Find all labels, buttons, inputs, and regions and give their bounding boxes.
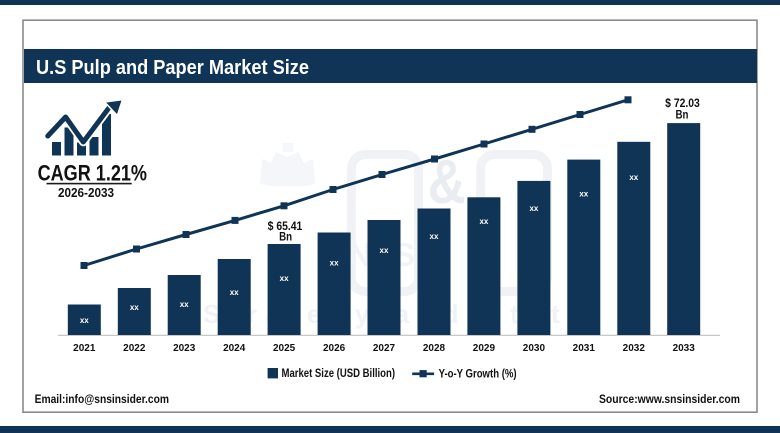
svg-text:xx: xx bbox=[380, 246, 389, 255]
svg-text:$ 72.03: $ 72.03 bbox=[665, 96, 700, 110]
svg-text:2029: 2029 bbox=[473, 343, 496, 354]
svg-text:2025: 2025 bbox=[273, 343, 296, 354]
svg-text:Market Size (USD Billion): Market Size (USD Billion) bbox=[282, 368, 396, 380]
svg-text:2023: 2023 bbox=[173, 343, 196, 354]
svg-text:xx: xx bbox=[629, 173, 638, 182]
svg-text:N: N bbox=[348, 236, 372, 273]
svg-text:2030: 2030 bbox=[523, 343, 546, 354]
svg-text:2024: 2024 bbox=[223, 343, 246, 354]
svg-text:xx: xx bbox=[80, 316, 89, 325]
svg-text:2022: 2022 bbox=[123, 343, 146, 354]
svg-text:Bn: Bn bbox=[279, 230, 292, 244]
svg-text:xx: xx bbox=[529, 204, 538, 213]
svg-text:Source:www.snsinsider.com: Source:www.snsinsider.com bbox=[599, 392, 740, 406]
svg-text:xx: xx bbox=[130, 303, 139, 312]
svg-text:$ 65.41: $ 65.41 bbox=[268, 219, 303, 233]
svg-text:2032: 2032 bbox=[623, 343, 646, 354]
svg-text:2026-2033: 2026-2033 bbox=[58, 186, 114, 200]
svg-text:2026: 2026 bbox=[323, 343, 346, 354]
svg-text:U.S Pulp and Paper Market Size: U.S Pulp and Paper Market Size bbox=[36, 56, 309, 79]
svg-text:xx: xx bbox=[430, 232, 439, 241]
svg-text:xx: xx bbox=[180, 300, 189, 309]
svg-text:2028: 2028 bbox=[423, 343, 446, 354]
svg-text:Email:info@snsinsider.com: Email:info@snsinsider.com bbox=[35, 392, 169, 406]
svg-text:Y-o-Y Growth (%): Y-o-Y Growth (%) bbox=[439, 366, 517, 380]
svg-text:2027: 2027 bbox=[373, 343, 396, 354]
svg-text:xx: xx bbox=[330, 259, 339, 268]
svg-text:Bn: Bn bbox=[676, 108, 689, 122]
svg-text:2033: 2033 bbox=[673, 343, 696, 354]
svg-text:CAGR 1.21%: CAGR 1.21% bbox=[38, 161, 147, 186]
svg-text:xx: xx bbox=[230, 288, 239, 297]
svg-text:xx: xx bbox=[579, 190, 588, 199]
svg-text:2031: 2031 bbox=[573, 343, 596, 354]
svg-text:2021: 2021 bbox=[73, 343, 96, 354]
svg-text:xx: xx bbox=[280, 274, 289, 283]
svg-text:xx: xx bbox=[479, 217, 488, 226]
